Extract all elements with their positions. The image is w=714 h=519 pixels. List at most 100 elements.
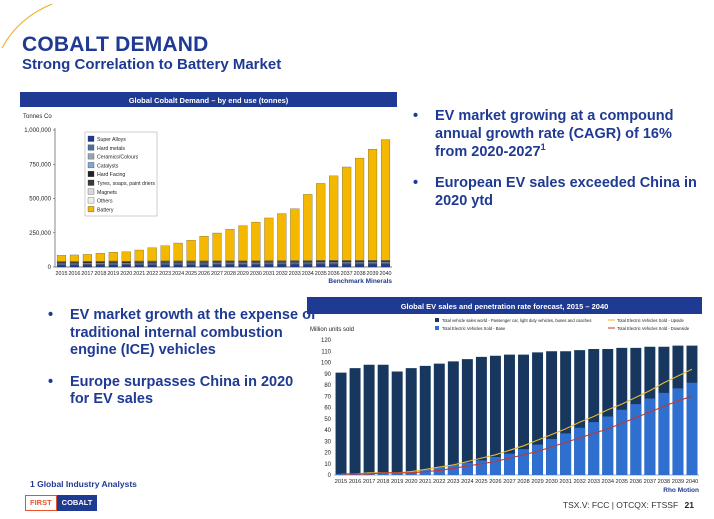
x-tick-label: 2030 [250,271,262,277]
bar-segment [82,254,92,262]
bar-total-sales [546,351,558,475]
bar-segment [316,263,326,265]
bar-segment [134,264,144,268]
bar-total-sales [602,349,614,475]
bar-ev-base [532,444,544,475]
bar-segment [355,264,365,268]
first-cobalt-logo: FIRST COBALT [25,495,98,511]
bar-total-sales [504,354,515,475]
page-number: 21 [684,500,694,510]
bar-ev-base [433,467,445,475]
legend-swatch [87,153,95,160]
bar-ev-base [588,422,600,475]
y-tick-label: 40 [324,428,331,434]
bar-segment [173,242,183,261]
legend-label: Tyres, soaps, paint driers [97,181,155,187]
bar-segment [225,263,235,265]
bar-segment [199,263,209,265]
x-tick-label: 2015 [335,479,347,485]
x-tick-label: 2030 [545,479,557,485]
bar-segment [342,264,352,268]
bar-ev-base [630,404,642,475]
bar-segment [238,264,248,268]
bar-segment [277,263,287,265]
x-tick-label: 2033 [587,479,599,485]
y-tick-label: 70 [324,394,331,400]
legend-swatch [87,179,95,186]
bar-segment [160,263,170,265]
bar-segment [121,251,131,262]
bar-segment [95,264,105,268]
x-tick-label: 2031 [263,271,275,277]
bar-ev-base [461,462,473,475]
bar-segment [355,263,365,265]
bar-segment [368,263,378,268]
x-tick-label: 2027 [503,479,515,485]
bar-segment [186,263,196,265]
y-tick-label: 250,000 [29,231,51,237]
logo-part1: FIRST [25,495,57,511]
bar-segment [69,254,79,262]
legend-label: Others [97,199,113,205]
legend-swatch [87,162,95,169]
legend-swatch [87,197,95,204]
bar-ev-base [504,453,515,475]
bar-ev-base [475,460,487,475]
bar-total-sales [475,356,487,475]
y-tick-label: 100 [321,361,332,367]
x-tick-label: 2023 [159,271,171,277]
x-tick-label: 2018 [377,479,389,485]
legend-label: Battery [97,207,114,213]
legend-swatch [87,135,95,142]
legend-label: Hard metals [97,146,125,152]
bar-segment [225,264,235,268]
y-tick-label: 750,000 [29,162,51,168]
legend-label: Ceramics/Colours [97,155,139,161]
bar-total-sales [405,368,417,475]
bar-ev-base [616,409,628,475]
bar-segment [95,253,105,262]
x-tick-label: 2022 [433,479,445,485]
chart-title: Global EV sales and penetration rate for… [401,302,609,311]
x-tick-label: 2026 [489,479,501,485]
x-tick-label: 2020 [405,479,417,485]
bar-segment [277,213,287,261]
bar-ev-base [560,433,572,475]
x-tick-label: 2016 [349,479,361,485]
x-tick-label: 2033 [289,271,301,277]
x-tick-label: 2019 [107,271,119,277]
y-tick-label: 50 [324,417,331,423]
bar-segment [199,236,209,261]
bar-segment [147,264,157,268]
bar-segment [212,263,222,265]
x-tick-label: 2019 [391,479,403,485]
x-tick-label: 2029 [237,271,249,277]
bar-segment [277,264,287,268]
y-tick-label: 60 [324,406,331,412]
bar-segment [355,157,365,261]
bar-segment [212,232,222,261]
chart-source: Benchmark Minerals [328,278,392,285]
x-tick-label: 2018 [94,271,106,277]
bar-total-sales [518,354,529,475]
x-tick-label: 2039 [672,479,684,485]
bar-ev-base [644,398,656,475]
chart-title: Global Cobalt Demand – by end use (tonne… [129,96,289,105]
bar-segment [199,264,209,268]
y-tick-label: 90 [324,372,331,378]
x-tick-label: 2037 [644,479,656,485]
bar-segment [264,263,274,265]
bar-ev-base [391,472,403,475]
legend-swatch [87,144,95,151]
bar-segment [56,264,67,268]
x-tick-label: 2032 [573,479,585,485]
bar-segment [329,263,339,265]
x-tick-label: 2026 [198,271,210,277]
bar-segment [303,264,313,268]
legend-label: Magnets [97,190,117,196]
bar-ev-base [377,472,389,475]
chart-title-bar [307,297,702,314]
bar-total-sales [391,371,403,475]
bullet-ev-growth: EV market growth at the expense of tradi… [46,307,316,360]
bar-segment [264,264,274,268]
